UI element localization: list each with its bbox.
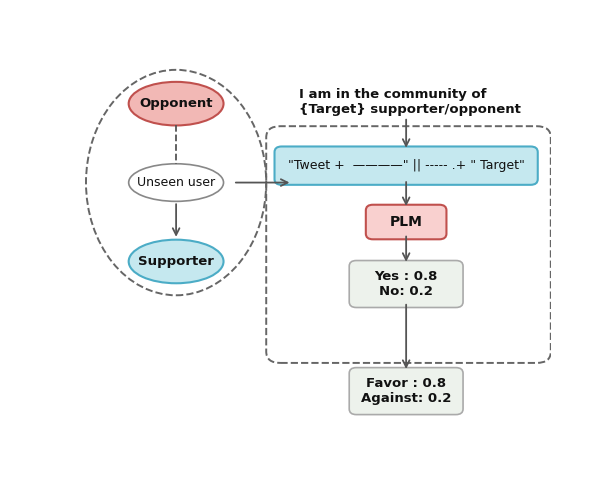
FancyBboxPatch shape <box>366 205 447 239</box>
Text: Favor : 0.8
Against: 0.2: Favor : 0.8 Against: 0.2 <box>361 377 451 405</box>
FancyBboxPatch shape <box>349 367 463 415</box>
Text: Yes : 0.8
No: 0.2: Yes : 0.8 No: 0.2 <box>375 270 438 298</box>
Ellipse shape <box>129 164 223 202</box>
Text: "Tweet +  ————" || ----- .+ " Target": "Tweet + ————" || ----- .+ " Target" <box>288 159 524 172</box>
Text: Unseen user: Unseen user <box>137 176 215 189</box>
Text: Supporter: Supporter <box>138 255 214 268</box>
FancyBboxPatch shape <box>349 261 463 307</box>
Text: I am in the community of
{Target} supporter/opponent: I am in the community of {Target} suppor… <box>299 88 521 116</box>
Text: PLM: PLM <box>390 215 422 229</box>
Text: Opponent: Opponent <box>140 97 213 110</box>
Ellipse shape <box>129 82 223 125</box>
FancyBboxPatch shape <box>275 146 538 185</box>
Ellipse shape <box>129 240 223 283</box>
